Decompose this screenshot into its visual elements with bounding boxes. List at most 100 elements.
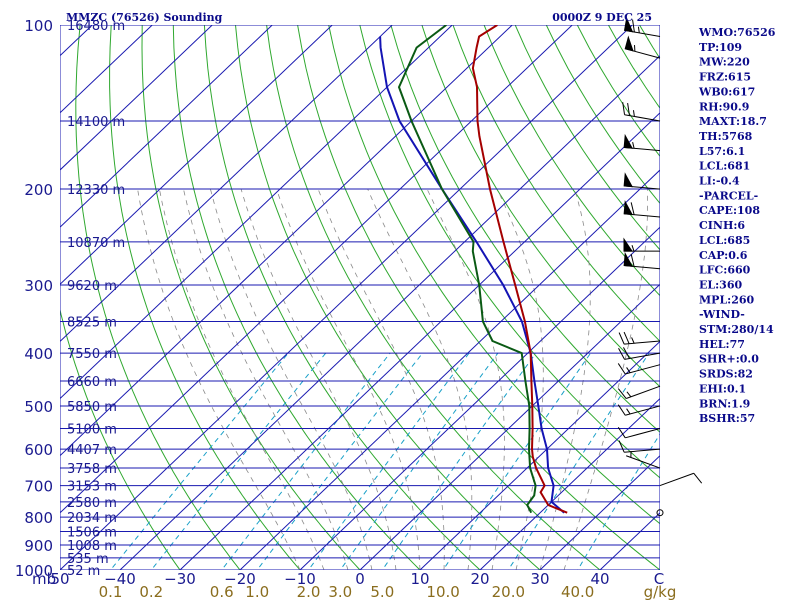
mixing-ratio-unit-label: g/kg: [644, 583, 677, 600]
sounding-index: -PARCEL-: [699, 189, 758, 202]
dry-adiabat: [328, 25, 660, 525]
height-label: 1008 m: [67, 539, 117, 554]
dry-adiabat: [75, 25, 241, 570]
temperature-tick-label: −40: [104, 570, 136, 588]
wind-barb-staff: [624, 448, 661, 453]
wind-barb-pennant: [623, 133, 633, 149]
wind-barb-full: [618, 332, 625, 345]
isotherm: [299, 226, 660, 570]
wind-barb: [659, 472, 703, 487]
wind-barb-full: [622, 102, 626, 115]
wind-barb-staff: [625, 364, 661, 375]
wind-barb-full: [617, 426, 626, 439]
wind-barb-full: [632, 19, 635, 33]
mixing-ratio-line: [256, 352, 423, 570]
wind-barb: [617, 385, 661, 399]
mixing-ratio-label: 5.0: [370, 583, 394, 600]
height-label: 10870 m: [67, 236, 125, 251]
dry-adiabat: [421, 25, 660, 388]
wind-barb: [618, 440, 661, 453]
wind-barb: [623, 16, 661, 38]
mixing-ratio-label: 40.0: [561, 583, 594, 600]
wind-barb: [617, 363, 661, 375]
wind-barb-full: [623, 331, 630, 344]
dry-adiabat: [452, 25, 660, 342]
wind-barb: [624, 35, 661, 59]
isotherm: [179, 112, 660, 570]
mixing-ratio-label: 0.1: [99, 583, 123, 600]
wind-barb: [656, 509, 664, 517]
wind-barb-staff: [624, 340, 661, 345]
temperature-unit-label: C: [654, 570, 664, 588]
temperature-tick-label: 0: [355, 570, 365, 588]
pressure-unit-label: mb: [32, 570, 56, 588]
height-label: 3153 m: [67, 480, 117, 495]
sounding-index: BRN:1.9: [699, 397, 750, 410]
mixing-ratio-line: [109, 352, 289, 570]
height-label: 5850 m: [67, 400, 117, 415]
sounding-index: MW:220: [699, 56, 750, 69]
isotherm: [60, 25, 273, 228]
isotherm: [479, 397, 660, 570]
sounding-index: STM:280/14: [699, 323, 774, 336]
sounding-index: L57:6.1: [699, 145, 745, 158]
wind-barb-half: [637, 26, 640, 33]
wind-barb-pennant: [624, 35, 634, 52]
height-label: 2034 m: [67, 511, 117, 526]
isotherm: [359, 283, 660, 570]
mixing-ratio-line: [150, 352, 327, 570]
wind-barb-half: [632, 110, 635, 117]
wind-barb-pennant: [623, 237, 633, 252]
wind-barb-half: [631, 245, 635, 252]
height-label: 535 m: [67, 552, 109, 567]
temperature-tick-label: 10: [410, 570, 429, 588]
isotherm: [60, 25, 633, 570]
moist-adiabat: [240, 188, 397, 570]
temperature-tick-label: 20: [470, 570, 489, 588]
isotherm: [60, 25, 513, 457]
height-label: 2580 m: [67, 496, 117, 511]
wind-barb-full: [693, 472, 703, 484]
wind-barbs: [617, 16, 703, 517]
wind-barb: [626, 451, 661, 469]
mixing-ratio-line: [442, 352, 592, 570]
wind-barb-half: [626, 408, 631, 415]
wind-barb: [622, 102, 661, 122]
isotherm: [419, 340, 660, 570]
wind-barb: [623, 172, 661, 190]
height-label: 6660 m: [67, 375, 117, 390]
mixing-ratio-line: [507, 352, 650, 570]
dry-adiabat: [390, 25, 660, 433]
dry-adiabat: [235, 25, 541, 570]
dry-adiabat: [203, 25, 481, 570]
temperature-tick-label: −10: [284, 570, 316, 588]
isotherm: [60, 25, 393, 343]
temperature-tick-label: −20: [224, 570, 256, 588]
sounding-index: EL:360: [699, 278, 742, 291]
wind-barb-full: [618, 440, 625, 453]
chart-title: MMZC (76526) Sounding: [66, 11, 223, 24]
pressure-tick-label: 600: [24, 441, 53, 459]
temperature-line: [471, 25, 568, 514]
height-label: 16480 m: [67, 19, 125, 34]
grid-lines: [60, 25, 660, 570]
wind-barb: [623, 200, 661, 218]
wind-barb-staff: [626, 455, 661, 469]
pressure-tick-label: 300: [24, 277, 53, 295]
isotherm: [60, 25, 333, 285]
wind-barb: [617, 404, 661, 416]
height-label: 52 m: [67, 564, 100, 579]
mixing-ratio-line: [307, 352, 470, 570]
pressure-tick-label: 900: [24, 537, 53, 555]
mixing-ratio-line: [339, 352, 499, 570]
wind-barb-staff: [625, 428, 661, 439]
height-label: 9620 m: [67, 279, 117, 294]
moist-adiabat: [137, 189, 301, 570]
dry-adiabat: [172, 25, 421, 570]
chart-subtitle: 0000Z 9 DEC 25: [552, 11, 652, 24]
pressure-tick-label: 1000: [15, 562, 53, 580]
mixing-ratio-line: [381, 352, 537, 570]
sounding-index: -WIND-: [699, 308, 745, 321]
sounding-profiles: [379, 25, 568, 514]
